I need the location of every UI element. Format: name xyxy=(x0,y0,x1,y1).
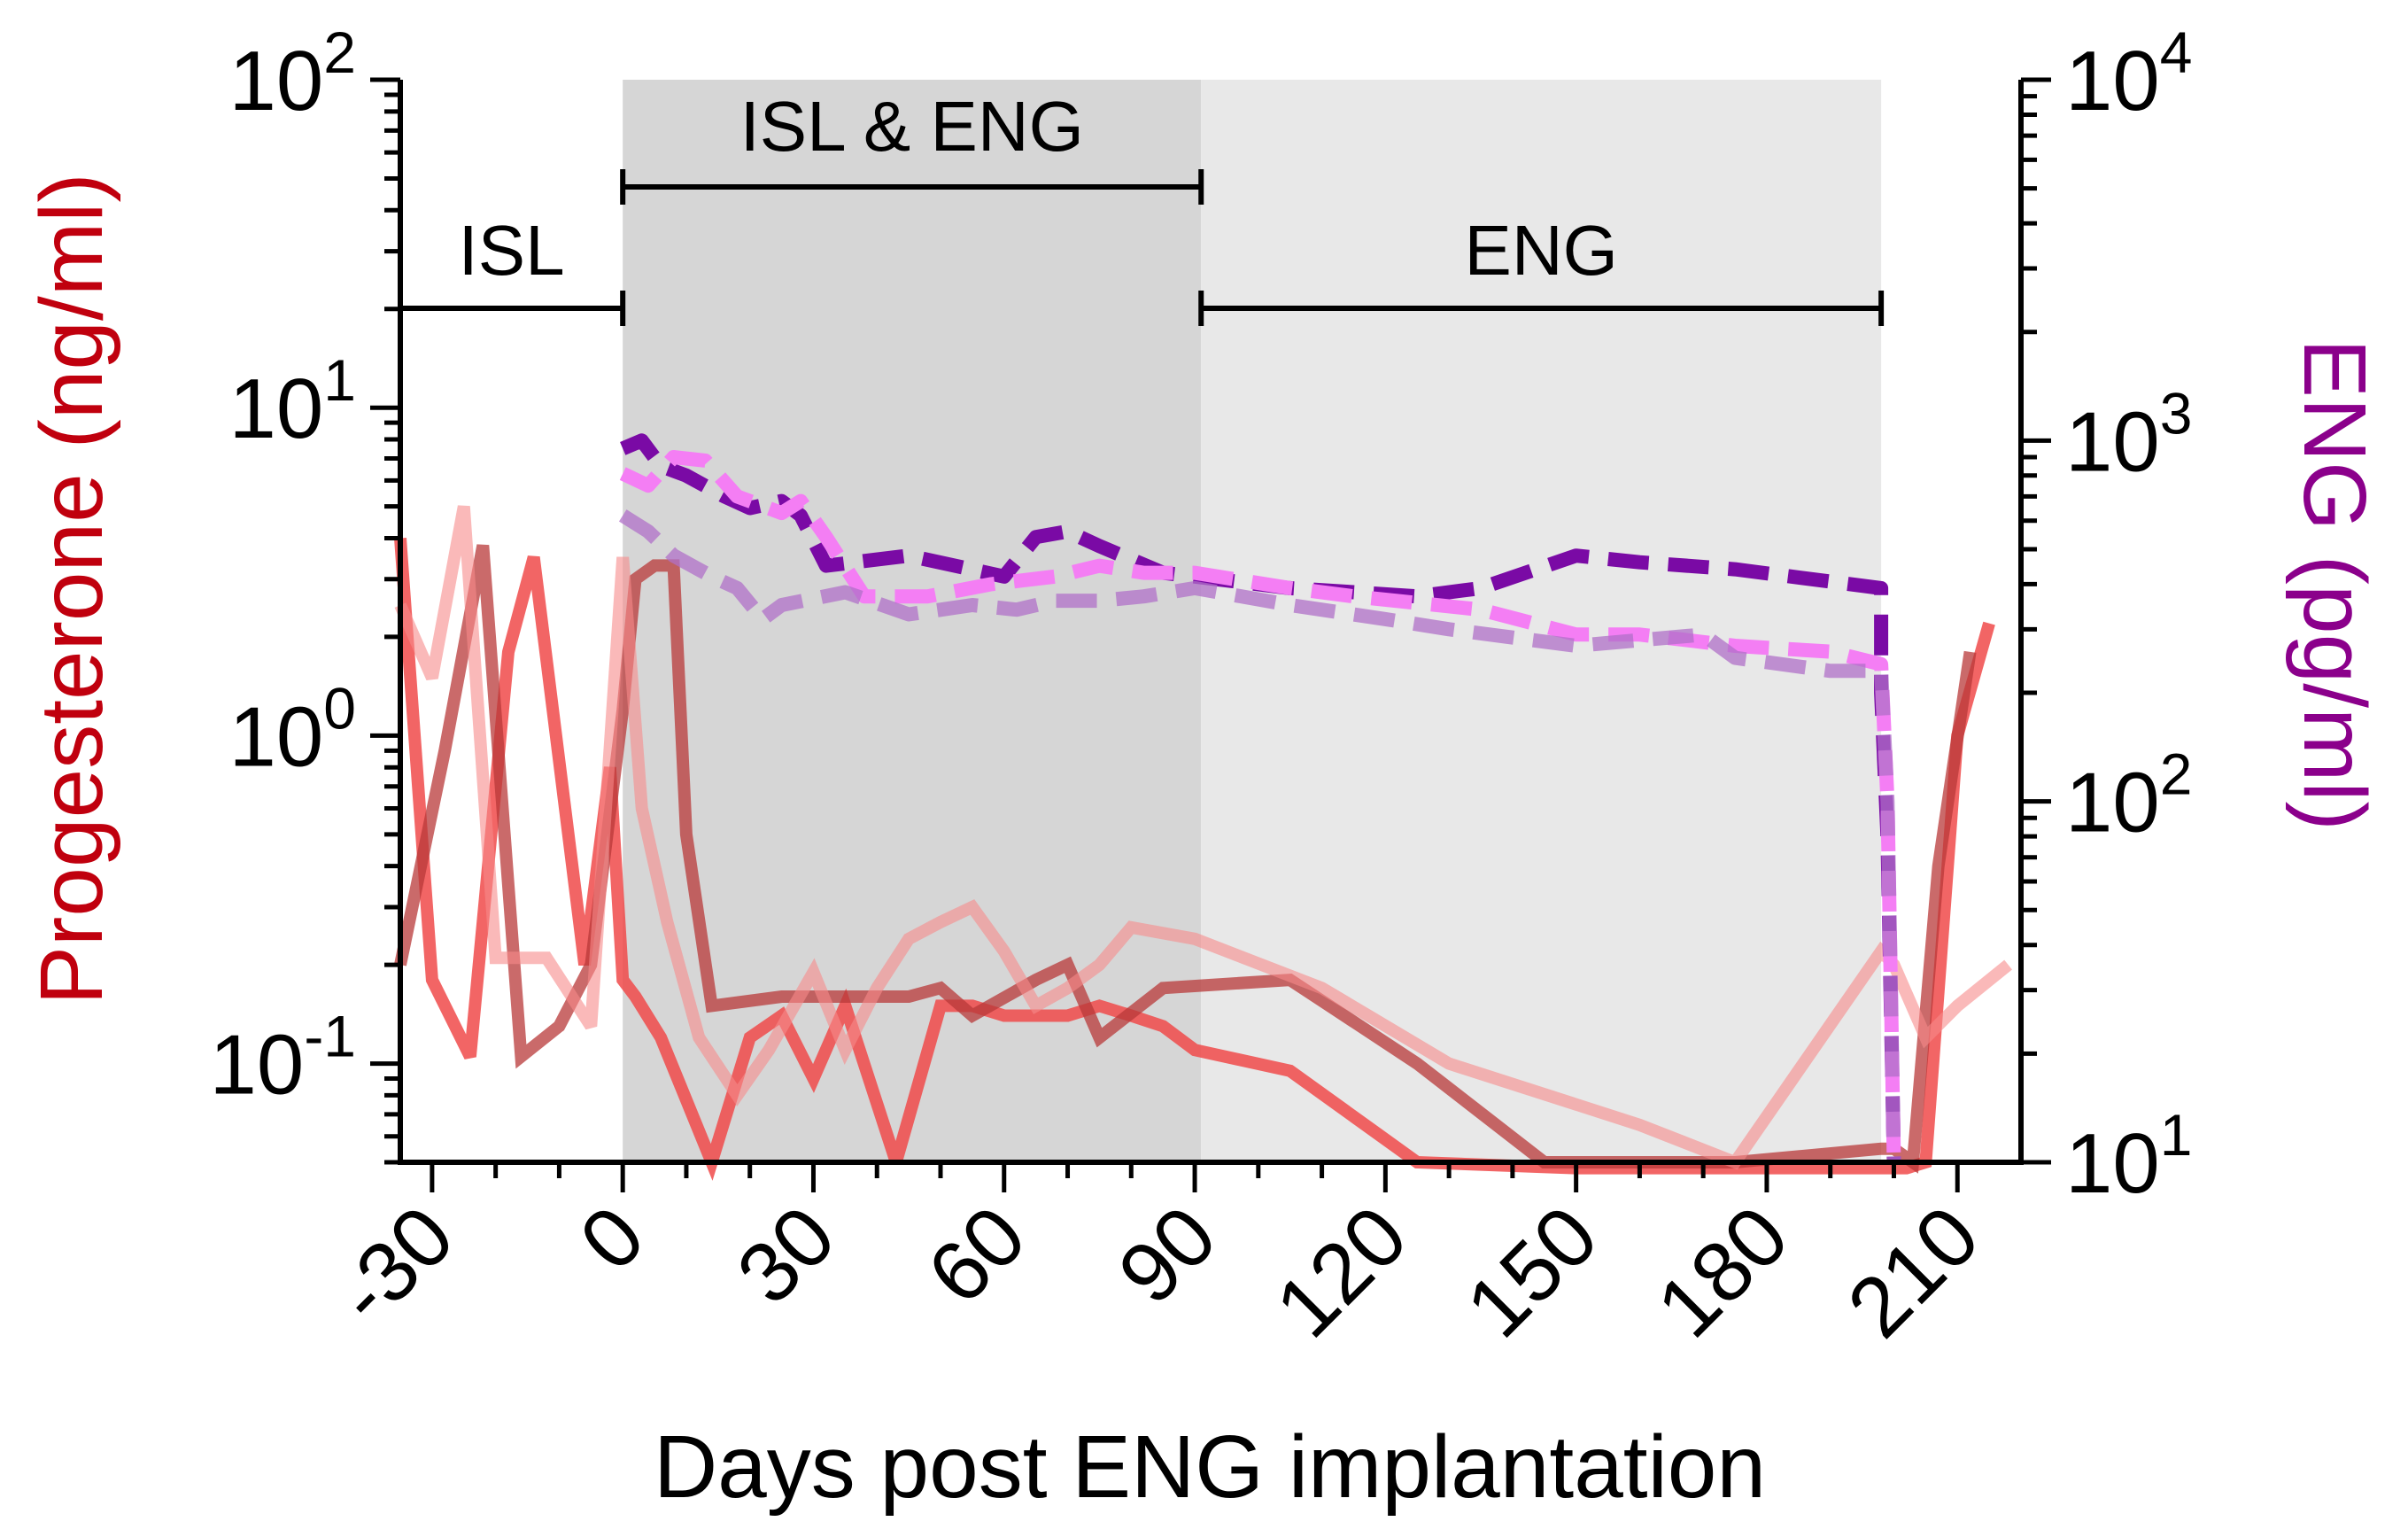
y-right-tick-label-2: 103 xyxy=(2065,380,2193,489)
eng-line-2 xyxy=(619,450,1901,1163)
eng-line-3 xyxy=(618,509,1901,1163)
region-label-2: ENG xyxy=(1464,211,1617,290)
x-tick-label-6: 150 xyxy=(1449,1188,1616,1355)
x-tick-label-0: -30 xyxy=(318,1188,472,1342)
eng-series-group xyxy=(618,433,1901,1163)
x-tick-label-3: 60 xyxy=(910,1188,1043,1322)
y-left-tick-label-1: 100 xyxy=(229,675,357,784)
x-tick-label-7: 180 xyxy=(1639,1188,1807,1355)
progesterone-line-3 xyxy=(394,505,2012,1170)
y-axis-right-title: ENG (pg/ml) xyxy=(2285,338,2384,831)
y-right-tick-label-3: 104 xyxy=(2065,19,2193,128)
y-left-tick-label-0: 10-1 xyxy=(210,1004,356,1113)
y-left-tick-label-3: 102 xyxy=(229,19,357,128)
y-right-tick-label-0: 101 xyxy=(2065,1102,2193,1211)
x-tick-label-8: 210 xyxy=(1830,1188,1997,1355)
x-axis-title: Days post ENG implantation xyxy=(654,1417,1766,1517)
shaded-regions xyxy=(623,80,1882,1162)
phase-brackets: ISL ISL & ENG ENG xyxy=(398,87,1885,326)
region-label-1: ISL & ENG xyxy=(740,87,1084,166)
x-tick-label-4: 90 xyxy=(1101,1188,1235,1322)
x-tick-label-2: 30 xyxy=(719,1188,853,1322)
x-tick-label-5: 120 xyxy=(1258,1188,1425,1355)
region-label-0: ISL xyxy=(459,211,565,290)
x-tick-label-1: 0 xyxy=(562,1188,662,1288)
y-axis-left-title: Progesterone (ng/ml) xyxy=(22,173,121,1005)
y-left-tick-label-2: 101 xyxy=(229,347,357,456)
y-right-tick-label-1: 102 xyxy=(2065,741,2193,850)
